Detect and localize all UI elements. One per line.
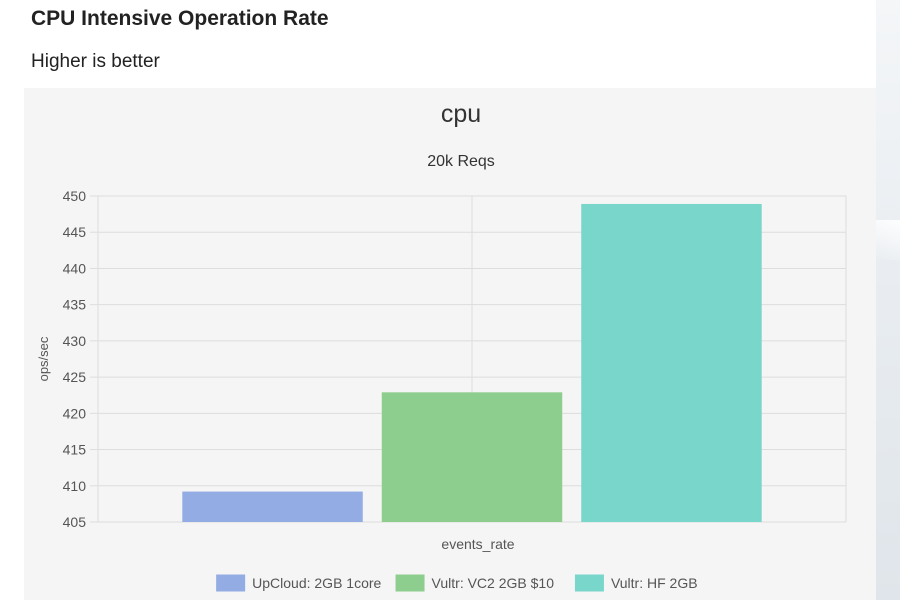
page-subtitle: Higher is better <box>31 51 160 72</box>
y-tick-label: 445 <box>63 224 87 240</box>
y-axis-label: ops/sec <box>36 336 51 381</box>
y-tick-label: 450 <box>63 188 87 204</box>
legend-swatch <box>574 574 604 592</box>
chart-subtitle: 20k Reqs <box>427 153 495 170</box>
x-axis-label: events_rate <box>441 536 514 552</box>
legend-label: Vultr: VC2 2GB $10 <box>432 575 555 591</box>
y-tick-label: 415 <box>63 442 87 458</box>
bar-2[interactable] <box>381 392 563 522</box>
bars <box>182 203 762 523</box>
legend-swatch <box>216 574 246 592</box>
y-tick-label: 430 <box>63 333 87 349</box>
legend-item[interactable]: UpCloud: 2GB 1core <box>216 574 382 592</box>
legend-label: UpCloud: 2GB 1core <box>252 575 381 591</box>
y-tick-label: 420 <box>63 405 87 421</box>
legend-label: Vultr: HF 2GB <box>611 575 698 591</box>
legend: UpCloud: 2GB 1core Vultr: VC2 2GB $10 Vult… <box>216 574 698 592</box>
page-title: CPU Intensive Operation Rate <box>31 7 329 30</box>
y-tick-label: 440 <box>63 260 87 276</box>
bar-1[interactable] <box>182 491 363 522</box>
y-tick-label: 405 <box>63 514 87 530</box>
background-edge <box>876 0 900 600</box>
y-tick-label: 410 <box>63 478 87 494</box>
background-streak <box>876 220 900 260</box>
chart-title: cpu <box>441 100 481 128</box>
bar-3[interactable] <box>581 203 762 523</box>
y-tick-label: 425 <box>63 369 87 385</box>
legend-item[interactable]: Vultr: VC2 2GB $10 <box>395 574 555 592</box>
y-tick-label: 435 <box>63 297 87 313</box>
legend-swatch <box>395 574 425 592</box>
legend-item[interactable]: Vultr: HF 2GB <box>574 574 698 592</box>
